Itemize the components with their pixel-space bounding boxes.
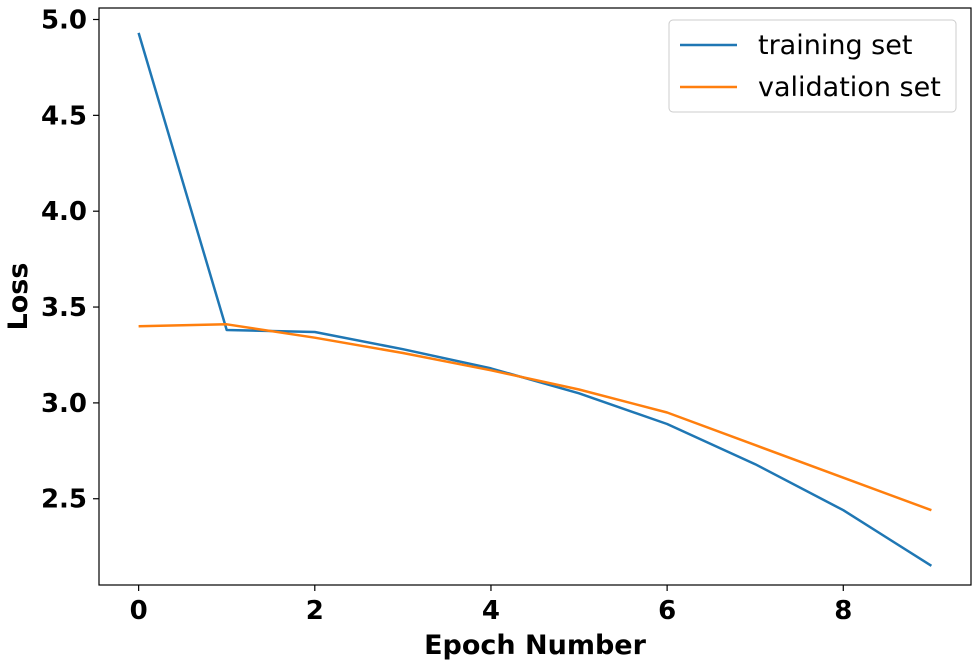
legend-label-training-set: training set: [758, 30, 912, 61]
series-line-training-set: [137, 32, 933, 567]
x-tick-label: 4: [482, 596, 500, 626]
series-layer: [137, 32, 933, 567]
legend-label-validation-set: validation set: [758, 72, 941, 103]
series-line-validation-set: [138, 323, 932, 512]
y-axis-ticks: 2.5 3.0 3.5 4.0 4.5 5.0: [41, 6, 99, 515]
y-tick-label: 3.0: [41, 389, 87, 419]
y-tick-label: 3.5: [41, 293, 87, 323]
y-tick-label: 4.0: [41, 197, 87, 227]
x-tick-label: 8: [834, 596, 852, 626]
x-tick-label: 0: [130, 596, 148, 626]
x-axis-label: Epoch Number: [424, 630, 647, 661]
legend: training set validation set: [668, 19, 957, 113]
x-axis-ticks: 0 2 4 6 8: [130, 585, 852, 626]
x-tick-label: 6: [658, 596, 676, 626]
plot-frame: [98, 7, 972, 586]
x-tick-label: 2: [306, 596, 324, 626]
y-tick-label: 2.5: [41, 485, 87, 515]
y-axis-label: Loss: [3, 263, 34, 331]
legend-box: [668, 19, 957, 113]
y-tick-label: 5.0: [41, 6, 87, 36]
y-tick-label: 4.5: [41, 101, 87, 131]
